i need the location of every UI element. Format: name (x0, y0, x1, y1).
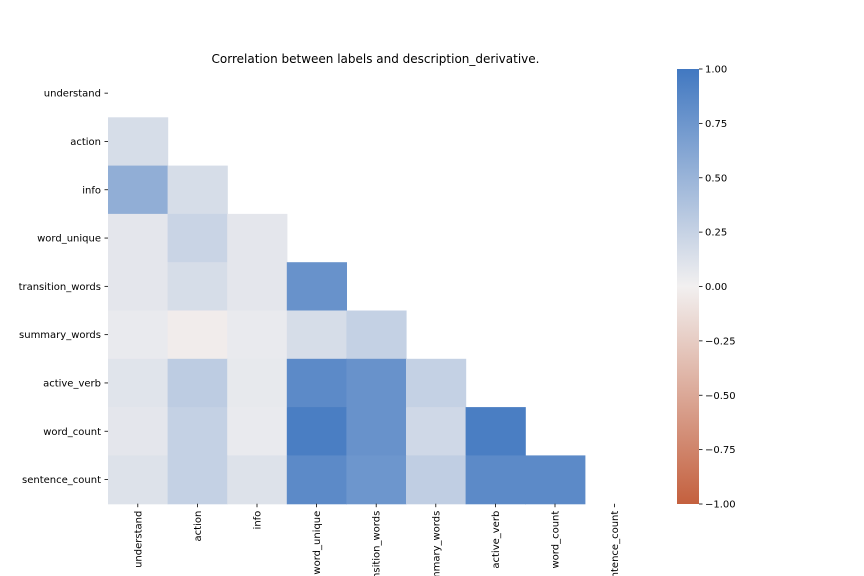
heatmap-cell-word_count-understand (108, 407, 169, 456)
heatmap-cell-word_unique-understand (108, 213, 169, 263)
column-tick-label: understand (133, 511, 144, 568)
colorbar-tick-label: −0.50 (705, 391, 736, 402)
column-tick-labels: understand action info word_unique transitio… (133, 503, 621, 576)
row-tick-label: info (82, 185, 101, 196)
heatmap-cell-word_unique-info (227, 213, 288, 263)
colorbar-tick-label: 0.25 (705, 228, 727, 239)
row-tick-label: transition_words (19, 282, 101, 293)
column-tick-label: transition_words (372, 511, 383, 576)
heatmap-cell-transition_words-word_unique (286, 262, 347, 312)
row-tick-label: action (70, 137, 101, 148)
heatmap-cells (108, 117, 586, 505)
heatmap-cell-sentence_count-word_unique (286, 455, 347, 505)
colorbar-tick-label: 0.50 (705, 173, 727, 184)
column-tick-label: action (193, 511, 204, 542)
heatmap-cell-info-action (167, 165, 228, 215)
colorbar-tick-label: 1.00 (705, 65, 727, 76)
heatmap-cell-summary_words-action (167, 310, 228, 360)
column-tick-label: info (253, 511, 264, 530)
colorbar-tick-label: −1.00 (705, 500, 736, 511)
heatmap-cell-info-understand (108, 165, 169, 215)
row-tick-label: word_count (43, 427, 101, 438)
row-tick-labels: understand action info word_unique transitio… (19, 89, 108, 486)
heatmap-cell-word_count-transition_words (346, 407, 407, 456)
colorbar-tick-label: −0.75 (705, 445, 736, 456)
heatmap-cell-summary_words-transition_words (346, 310, 407, 360)
column-tick-label: sentence_count (610, 511, 621, 576)
colorbar-tick-label: −0.25 (705, 336, 736, 347)
column-tick-label: summary_words (431, 511, 442, 576)
heatmap-cell-word_count-info (227, 407, 288, 456)
row-tick-label: understand (44, 89, 101, 100)
colorbar (677, 69, 699, 504)
heatmap-cell-sentence_count-action (167, 455, 228, 505)
heatmap-cell-active_verb-word_unique (286, 358, 347, 408)
row-tick-label: active_verb (43, 378, 101, 389)
heatmap-cell-action-understand (108, 117, 169, 167)
heatmap-cell-transition_words-info (227, 262, 288, 312)
column-tick-label: word_unique (312, 511, 323, 575)
heatmap-cell-active_verb-action (167, 358, 228, 408)
column-tick-label: word_count (551, 511, 562, 569)
row-tick-label: sentence_count (22, 475, 101, 486)
heatmap-cell-summary_words-word_unique (286, 310, 347, 360)
chart-title: Correlation between labels and descripti… (212, 52, 540, 66)
heatmap-cell-sentence_count-understand (108, 455, 169, 505)
heatmap-cell-sentence_count-info (227, 455, 288, 505)
heatmap-cell-word_unique-action (167, 213, 228, 263)
colorbar-tick-label: 0.00 (705, 282, 727, 293)
colorbar-tick-label: 0.75 (705, 119, 727, 130)
column-tick-label: active_verb (491, 511, 502, 569)
heatmap-cell-sentence_count-summary_words (406, 455, 467, 505)
heatmap-cell-summary_words-understand (108, 310, 169, 360)
heatmap-cell-transition_words-understand (108, 262, 169, 312)
row-tick-label: summary_words (19, 330, 101, 341)
heatmap-cell-active_verb-transition_words (346, 358, 407, 408)
heatmap-cell-active_verb-info (227, 358, 288, 408)
heatmap-cell-word_count-active_verb (465, 407, 526, 456)
heatmap-cell-word_count-word_unique (286, 407, 347, 456)
heatmap-cell-summary_words-info (227, 310, 288, 360)
heatmap-cell-active_verb-summary_words (406, 358, 467, 408)
heatmap-cell-word_count-action (167, 407, 228, 456)
heatmap-cell-sentence_count-transition_words (346, 455, 407, 505)
row-tick-label: word_unique (37, 234, 101, 245)
heatmap-cell-sentence_count-active_verb (465, 455, 526, 505)
heatmap-cell-word_count-summary_words (406, 407, 467, 456)
heatmap-cell-sentence_count-word_count (525, 455, 586, 505)
colorbar-ticks: 1.00 0.75 0.50 0.25 0.00 −0.25 −0.50 −0.75 −1.00 (699, 65, 736, 511)
heatmap-cell-transition_words-action (167, 262, 228, 312)
heatmap-cell-active_verb-understand (108, 358, 169, 408)
